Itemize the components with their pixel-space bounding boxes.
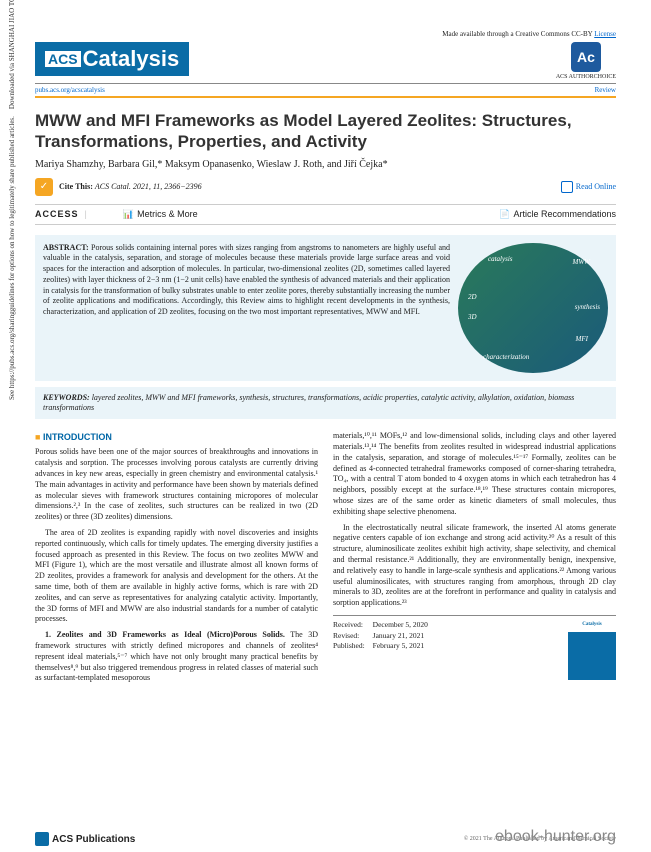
intro-heading: INTRODUCTION bbox=[35, 431, 318, 443]
hex-catalysis: catalysis bbox=[488, 255, 513, 263]
intro-p4: materials,¹⁰,¹¹ MOFs,¹² and low-dimensio… bbox=[333, 431, 616, 517]
read-online-button[interactable]: Read Online bbox=[561, 181, 616, 193]
recommendations-button[interactable]: 📄 Article Recommendations bbox=[499, 209, 616, 220]
cite-row: ✓ Cite This: ACS Catal. 2021, 11, 2366−2… bbox=[35, 178, 616, 196]
hex-mww: MWW bbox=[573, 258, 591, 266]
pubs-link[interactable]: pubs.acs.org/acscatalysis bbox=[35, 86, 105, 94]
hex-3d: 3D bbox=[468, 313, 477, 321]
toc-graphic: catalysis MWW synthesis MFI 2D 3D charac… bbox=[458, 243, 608, 373]
acs-publications-logo: ACS Publications bbox=[35, 832, 135, 846]
journal-cover-thumb: Catalysis bbox=[568, 620, 616, 680]
article-title: MWW and MFI Frameworks as Model Layered … bbox=[35, 110, 616, 153]
license-link[interactable]: License bbox=[594, 30, 616, 38]
watermark: ebook-hunter.org bbox=[495, 828, 616, 846]
ac-box: Ac bbox=[571, 42, 601, 72]
access-row: ACCESS | 📊 Metrics & More 📄 Article Reco… bbox=[35, 204, 616, 225]
sub-header: pubs.acs.org/acscatalysis Review bbox=[35, 83, 616, 98]
intro-p2: The area of 2D zeolites is expanding rap… bbox=[35, 528, 318, 625]
abstract-text: ABSTRACT: Porous solids containing inter… bbox=[43, 243, 450, 373]
hex-mfi: MFI bbox=[576, 335, 588, 343]
acs-pub-icon bbox=[35, 832, 49, 846]
dates-values: December 5, 2020 January 21, 2021 Februa… bbox=[373, 620, 428, 680]
license-bar: Made available through a Creative Common… bbox=[35, 30, 616, 38]
intro-p1: Porous solids have been one of the major… bbox=[35, 447, 318, 523]
journal-logo: ACSCatalysis bbox=[35, 42, 189, 76]
hex-2d: 2D bbox=[468, 293, 477, 301]
abstract-box: ABSTRACT: Porous solids containing inter… bbox=[35, 235, 616, 381]
metrics-button[interactable]: 📊 Metrics & More bbox=[123, 209, 198, 220]
cite-icon[interactable]: ✓ bbox=[35, 178, 53, 196]
logo-prefix: ACS bbox=[45, 51, 81, 67]
authorchoice-badge: Ac ACS AUTHORCHOICE bbox=[556, 42, 616, 80]
intro-p5: In the electrostatically neutral silicat… bbox=[333, 523, 616, 609]
right-column: materials,¹⁰,¹¹ MOFs,¹² and low-dimensio… bbox=[333, 431, 616, 689]
author-list: Mariya Shamzhy, Barbara Gil,* Maksym Opa… bbox=[35, 159, 616, 170]
article-type: Review bbox=[595, 86, 616, 94]
access-label: ACCESS bbox=[35, 209, 79, 219]
dates-labels: Received: Revised: Published: bbox=[333, 620, 365, 680]
logo-main: Catalysis bbox=[83, 46, 180, 72]
ac-label: ACS AUTHORCHOICE bbox=[556, 74, 616, 80]
intro-p3: 1. Zeolites and 3D Frameworks as Ideal (… bbox=[35, 630, 318, 684]
keywords-box: KEYWORDS: layered zeolites, MWW and MFI … bbox=[35, 387, 616, 420]
dates-box: Received: Revised: Published: December 5… bbox=[333, 615, 616, 680]
license-text: Made available through a Creative Common… bbox=[442, 30, 592, 38]
page-container: Made available through a Creative Common… bbox=[0, 0, 651, 719]
hex-synthesis: synthesis bbox=[575, 303, 600, 311]
body-columns: INTRODUCTION Porous solids have been one… bbox=[35, 431, 616, 689]
cite-text: Cite This: ACS Catal. 2021, 11, 2366−239… bbox=[59, 182, 202, 191]
cover-title: Catalysis bbox=[568, 620, 616, 632]
hex-char: characterization bbox=[483, 353, 529, 361]
left-column: INTRODUCTION Porous solids have been one… bbox=[35, 431, 318, 689]
header-row: ACSCatalysis Ac ACS AUTHORCHOICE bbox=[35, 42, 616, 80]
read-icon bbox=[561, 181, 573, 193]
